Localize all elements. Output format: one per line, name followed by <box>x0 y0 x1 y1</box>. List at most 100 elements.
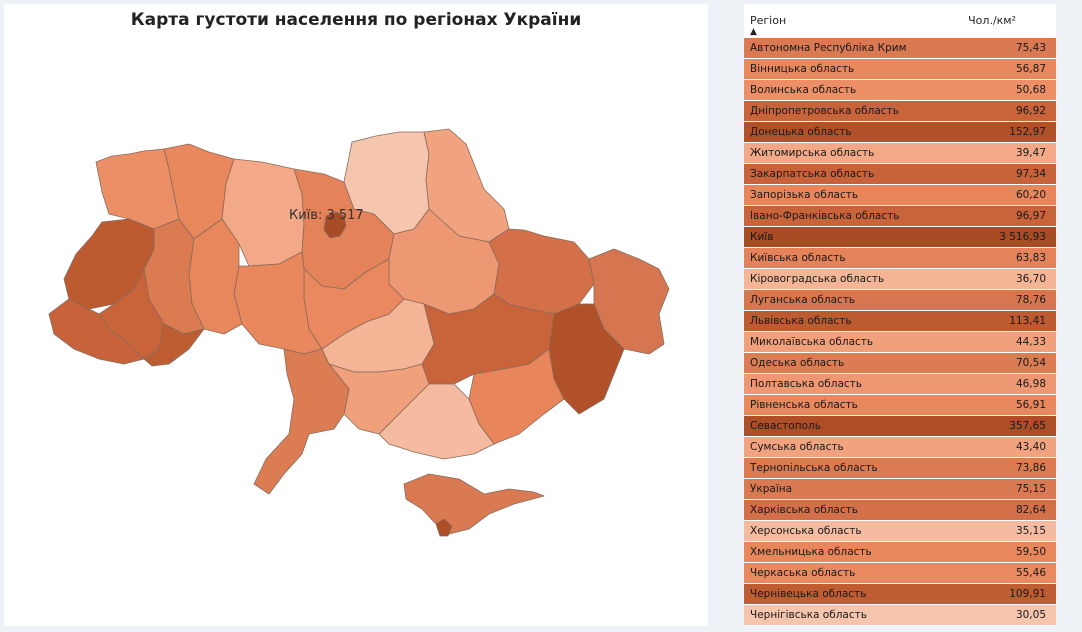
table-row[interactable]: Донецька область 152,97 <box>744 122 1056 142</box>
table-row[interactable]: Луганська область 78,76 <box>744 290 1056 310</box>
row-density-value: 75,43 <box>1015 42 1046 54</box>
row-region-name: Харківська область <box>750 504 858 516</box>
table-row[interactable]: Івано-Франківська область 96,97 <box>744 206 1056 226</box>
map-label-kyiv: Київ: 3 517 <box>289 208 364 223</box>
table-body: Автономна Республіка Крим 75,43 Вінницька … <box>744 38 1056 626</box>
row-density-value: 73,86 <box>1015 462 1046 474</box>
table-row[interactable]: Сумська область 43,40 <box>744 437 1056 457</box>
row-density-value: 56,91 <box>1015 399 1046 411</box>
table-row[interactable]: Волинська область 50,68 <box>744 80 1056 100</box>
ukraine-map: Київ: 3 517 <box>48 128 670 537</box>
table-row[interactable]: Миколаївська область 44,33 <box>744 332 1056 352</box>
table-row[interactable]: Рівненська область 56,91 <box>744 395 1056 415</box>
table-row[interactable]: Дніпропетровська область 96,92 <box>744 101 1056 121</box>
region-odesa[interactable] <box>253 348 350 495</box>
row-region-name: Вінницька область <box>750 63 855 75</box>
row-density-value: 39,47 <box>1015 147 1046 159</box>
table-row[interactable]: Житомирська область 39,47 <box>744 143 1056 163</box>
region-sevastopol[interactable] <box>435 518 453 537</box>
row-region-name: Україна <box>750 483 793 495</box>
table-row[interactable]: Запорізька область 60,20 <box>744 185 1056 205</box>
table-row[interactable]: Автономна Республіка Крим 75,43 <box>744 38 1056 58</box>
row-density-value: 36,70 <box>1015 273 1046 285</box>
region-crimea[interactable] <box>403 473 545 535</box>
region-volyn[interactable] <box>95 148 180 230</box>
row-region-name: Запорізька область <box>750 189 859 201</box>
row-density-value: 357,65 <box>1009 420 1046 432</box>
row-region-name: Дніпропетровська область <box>750 105 899 117</box>
row-region-name: Херсонська область <box>750 525 862 537</box>
table-row[interactable]: Херсонська область 35,15 <box>744 521 1056 541</box>
row-density-value: 75,15 <box>1015 483 1046 495</box>
density-table: Регіон ▲ Чол./км² Автономна Республіка К… <box>744 4 1056 626</box>
row-region-name: Закарпатська область <box>750 168 875 180</box>
table-row[interactable]: Полтавська область 46,98 <box>744 374 1056 394</box>
row-density-value: 152,97 <box>1009 126 1046 138</box>
sort-ascending-icon[interactable]: ▲ <box>750 27 757 37</box>
row-density-value: 96,92 <box>1015 105 1046 117</box>
table-row[interactable]: Харківська область 82,64 <box>744 500 1056 520</box>
row-region-name: Івано-Франківська область <box>750 210 900 222</box>
row-density-value: 3 516,93 <box>999 231 1046 243</box>
column-header-region[interactable]: Регіон <box>750 14 787 27</box>
row-region-name: Чернігівська область <box>750 609 867 621</box>
row-density-value: 56,87 <box>1015 63 1046 75</box>
table-row[interactable]: Черкаська область 55,46 <box>744 563 1056 583</box>
row-region-name: Житомирська область <box>750 147 875 159</box>
table-row[interactable]: Україна 75,15 <box>744 479 1056 499</box>
row-region-name: Київ <box>750 231 774 243</box>
row-region-name: Донецька область <box>750 126 852 138</box>
row-region-name: Сумська область <box>750 441 844 453</box>
row-region-name: Волинська область <box>750 84 857 96</box>
region-kherson[interactable] <box>378 383 495 460</box>
table-row[interactable]: Чернівецька область 109,91 <box>744 584 1056 604</box>
row-region-name: Миколаївська область <box>750 336 874 348</box>
row-density-value: 50,68 <box>1015 84 1046 96</box>
row-region-name: Львівська область <box>750 315 852 327</box>
table-row[interactable]: Хмельницька область 59,50 <box>744 542 1056 562</box>
table-row[interactable]: Чернігівська область 30,05 <box>744 605 1056 625</box>
row-region-name: Рівненська область <box>750 399 858 411</box>
map-title: Карта густоти населення по регіонах Укра… <box>130 10 582 30</box>
row-density-value: 109,91 <box>1009 588 1046 600</box>
row-density-value: 30,05 <box>1015 609 1046 621</box>
row-density-value: 60,20 <box>1015 189 1046 201</box>
row-region-name: Луганська область <box>750 294 856 306</box>
row-density-value: 113,41 <box>1009 315 1046 327</box>
column-header-density[interactable]: Чол./км² <box>968 14 1016 27</box>
row-density-value: 35,15 <box>1015 525 1046 537</box>
row-density-value: 43,40 <box>1015 441 1046 453</box>
row-region-name: Кіровоградська область <box>750 273 885 285</box>
row-density-value: 63,83 <box>1015 252 1046 264</box>
row-region-name: Полтавська область <box>750 378 862 390</box>
table-row[interactable]: Одеська область 70,54 <box>744 353 1056 373</box>
map-panel: Київ: 3 517 Карта густоти населення по р… <box>4 4 708 626</box>
row-density-value: 96,97 <box>1015 210 1046 222</box>
row-density-value: 82,64 <box>1015 504 1046 516</box>
region-zakarpattia[interactable] <box>48 298 145 365</box>
table-row[interactable]: Тернопільська область 73,86 <box>744 458 1056 478</box>
region-vinnytsia[interactable] <box>233 251 323 355</box>
table-row[interactable]: Кіровоградська область 36,70 <box>744 269 1056 289</box>
table-row[interactable]: Київ 3 516,93 <box>744 227 1056 247</box>
table-row[interactable]: Вінницька область 56,87 <box>744 59 1056 79</box>
row-density-value: 55,46 <box>1015 567 1046 579</box>
table-row[interactable]: Київська область 63,83 <box>744 248 1056 268</box>
table-row[interactable]: Закарпатська область 97,34 <box>744 164 1056 184</box>
row-region-name: Хмельницька область <box>750 546 872 558</box>
row-density-value: 78,76 <box>1015 294 1046 306</box>
table-row[interactable]: Севастополь 357,65 <box>744 416 1056 436</box>
region-kyiv-city[interactable] <box>323 211 347 239</box>
row-density-value: 70,54 <box>1015 357 1046 369</box>
row-region-name: Черкаська область <box>750 567 856 579</box>
table-row[interactable]: Львівська область 113,41 <box>744 311 1056 331</box>
row-density-value: 97,34 <box>1015 168 1046 180</box>
row-region-name: Севастополь <box>750 420 821 432</box>
row-region-name: Тернопільська область <box>750 462 878 474</box>
row-region-name: Одеська область <box>750 357 845 369</box>
row-region-name: Київська область <box>750 252 846 264</box>
region-chernivtsi[interactable] <box>143 323 205 367</box>
row-density-value: 59,50 <box>1015 546 1046 558</box>
row-density-value: 44,33 <box>1015 336 1046 348</box>
row-density-value: 46,98 <box>1015 378 1046 390</box>
